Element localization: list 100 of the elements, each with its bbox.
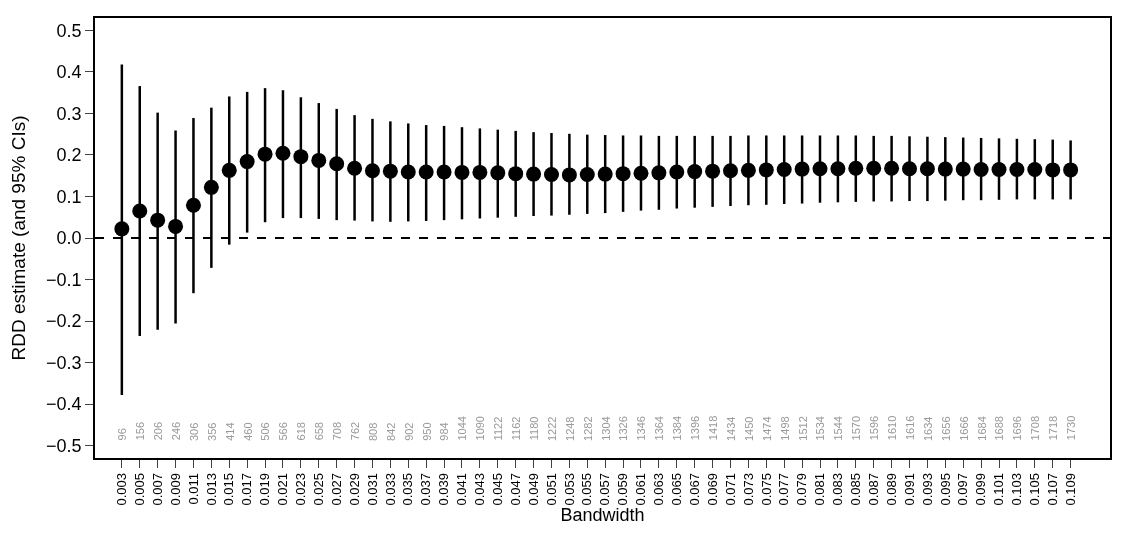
point: [812, 161, 828, 177]
annotation: 808: [366, 422, 379, 442]
annotation: 950: [420, 422, 433, 441]
point: [705, 163, 721, 179]
annotation: 1544: [832, 416, 845, 441]
y-tick-label: −0.2: [46, 311, 82, 332]
point: [382, 163, 398, 179]
x-tick-label: 0.095: [937, 472, 953, 506]
x-tick-label: 0.097: [955, 472, 971, 506]
point: [400, 164, 416, 180]
x-tick-label: 0.031: [364, 472, 380, 506]
point: [848, 160, 864, 176]
x-tick-label: 0.071: [722, 472, 738, 506]
point: [114, 221, 130, 237]
annotation: 1450: [742, 416, 755, 441]
annotation: 1596: [868, 415, 881, 441]
point: [275, 145, 291, 161]
x-tick-label: 0.101: [991, 472, 1007, 506]
x-tick-label: 0.053: [561, 472, 577, 506]
x-tick-label: 0.061: [633, 472, 649, 506]
x-tick-label: 0.011: [185, 472, 201, 505]
point: [168, 218, 184, 234]
annotation: 506: [259, 422, 272, 441]
annotation: 156: [134, 421, 147, 441]
point: [830, 161, 846, 177]
annotation: 1122: [492, 416, 505, 441]
annotation: 1384: [671, 415, 684, 441]
annotation: 1418: [706, 415, 719, 441]
annotation: 1162: [510, 416, 523, 441]
point: [185, 197, 201, 213]
x-tick-label: 0.025: [310, 472, 326, 506]
y-axis-title: RDD estimate (and 95% CIs): [8, 115, 30, 361]
point: [311, 152, 327, 168]
x-tick-label: 0.051: [543, 472, 559, 506]
y-tick-label: 0.1: [56, 186, 82, 207]
point: [669, 164, 685, 180]
annotation: 842: [384, 422, 397, 441]
x-tick-label: 0.085: [848, 472, 864, 506]
point: [1063, 162, 1079, 178]
annotation: 1656: [939, 416, 952, 441]
x-tick-label: 0.059: [615, 472, 631, 506]
x-tick-label: 0.087: [865, 472, 881, 506]
annotation: 1396: [689, 415, 702, 441]
point: [955, 161, 971, 177]
annotation: 206: [152, 421, 165, 441]
x-tick-label: 0.069: [704, 472, 720, 506]
annotation: 1248: [563, 416, 576, 441]
x-tick-label: 0.003: [114, 472, 130, 506]
point: [472, 164, 488, 180]
point: [329, 156, 345, 172]
annotation: 356: [205, 422, 218, 441]
point: [293, 149, 309, 165]
annotation: 902: [402, 422, 415, 441]
point: [973, 162, 989, 177]
x-tick-label: 0.099: [973, 472, 989, 506]
annotation: 708: [331, 421, 344, 441]
point: [257, 146, 273, 162]
x-tick-label: 0.039: [436, 472, 452, 506]
point: [221, 162, 237, 178]
y-tick-label: 0.2: [56, 145, 82, 166]
annotation: 1180: [527, 416, 540, 441]
x-tick-label: 0.075: [758, 472, 774, 506]
point: [1009, 162, 1025, 177]
annotation: 246: [169, 421, 182, 441]
annotation: 1696: [1011, 416, 1024, 441]
annotation: 1666: [957, 416, 970, 441]
point: [203, 179, 219, 195]
x-tick-label: 0.041: [454, 472, 470, 506]
x-tick-label: 0.067: [686, 472, 702, 506]
y-tick-label: −0.3: [46, 352, 82, 373]
annotation: 1708: [1029, 415, 1042, 441]
x-tick-label: 0.023: [293, 472, 309, 506]
annotation: 1634: [921, 416, 934, 442]
y-tick-label: 0.3: [56, 103, 82, 124]
annotation: 306: [187, 422, 200, 442]
point: [561, 167, 577, 183]
point: [579, 166, 595, 182]
annotation: 1730: [1065, 415, 1078, 441]
annotation: 1474: [760, 416, 773, 441]
x-tick-label: 0.057: [597, 472, 613, 506]
x-tick-label: 0.109: [1062, 472, 1078, 506]
annotation: 1512: [796, 416, 809, 441]
point: [490, 165, 506, 181]
x-tick-label: 0.049: [525, 472, 541, 506]
x-tick-label: 0.083: [830, 472, 846, 506]
annotation: 984: [438, 422, 451, 441]
annotation: 1570: [850, 415, 863, 441]
annotation: 1616: [903, 415, 916, 441]
x-tick-label: 0.047: [507, 472, 523, 506]
x-axis-title: Bandwidth: [560, 505, 645, 526]
x-tick-label: 0.013: [203, 472, 219, 506]
point: [347, 160, 363, 176]
x-tick-label: 0.091: [901, 472, 917, 506]
point: [723, 163, 738, 179]
point: [633, 165, 649, 181]
annotation: 566: [277, 422, 290, 441]
x-tick-label: 0.103: [1009, 472, 1025, 506]
annotation: 1044: [456, 416, 469, 441]
x-tick-label: 0.027: [328, 472, 344, 506]
point: [150, 212, 166, 228]
